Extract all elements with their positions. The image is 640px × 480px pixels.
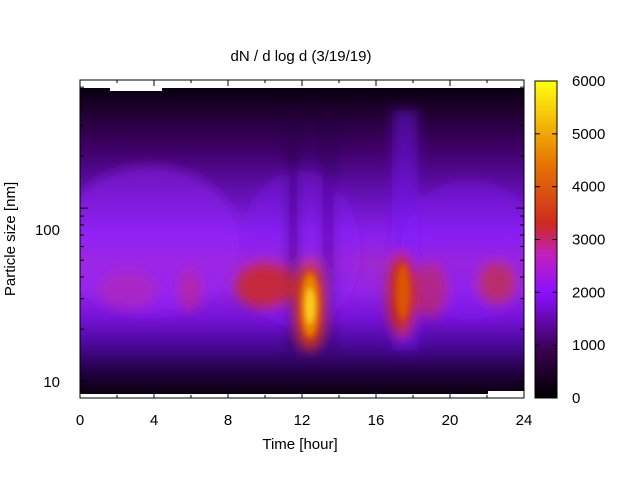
x-tick-label: 12 (294, 412, 311, 429)
x-axis-label: Time [hour] (262, 436, 337, 453)
heatmap-plot-area (80, 80, 524, 398)
y-tick-label-10: 10 (43, 374, 60, 391)
colorbar-ticks (535, 80, 557, 399)
blob-2h (98, 270, 158, 310)
y-axis-label: Particle size [nm] (2, 182, 19, 296)
colorbar-tick-label: 6000 (572, 73, 605, 90)
colorbar-tick-label: 2000 (572, 284, 605, 301)
x-tick-label: 0 (76, 412, 84, 429)
x-tick-label: 8 (224, 412, 232, 429)
blob-19h (412, 262, 448, 318)
colorbar-tick-labels: 0 1000 2000 3000 4000 5000 6000 (572, 73, 605, 407)
blob-10h (235, 261, 295, 309)
y-tick-label-100: 100 (35, 222, 60, 239)
blob-6h (178, 268, 202, 312)
x-tick-label: 16 (368, 412, 385, 429)
missing-data-bottom (488, 391, 524, 394)
blob-17h-core (396, 264, 410, 320)
x-tick-label: 4 (150, 412, 158, 429)
x-axis-ticks (79, 80, 525, 398)
colorbar-tick-label: 5000 (572, 126, 605, 143)
column-12h (288, 110, 298, 350)
chart-title: dN / d log d (3/19/19) (231, 48, 372, 65)
colorbar-tick-label: 3000 (572, 232, 605, 249)
blob-12h-core (305, 288, 315, 324)
colorbar-tick-label: 4000 (572, 179, 605, 196)
x-tick-label: 24 (516, 412, 533, 429)
y-axis-ticks (80, 86, 524, 399)
x-axis-tick-labels: 0 4 8 12 16 20 24 (76, 412, 533, 429)
x-tick-label: 20 (442, 412, 459, 429)
colorbar-tick-label: 0 (572, 390, 580, 407)
colorbar-tick-label: 1000 (572, 337, 605, 354)
blob-22h (477, 261, 517, 305)
column-13h (322, 110, 334, 350)
missing-data-top (110, 88, 162, 91)
